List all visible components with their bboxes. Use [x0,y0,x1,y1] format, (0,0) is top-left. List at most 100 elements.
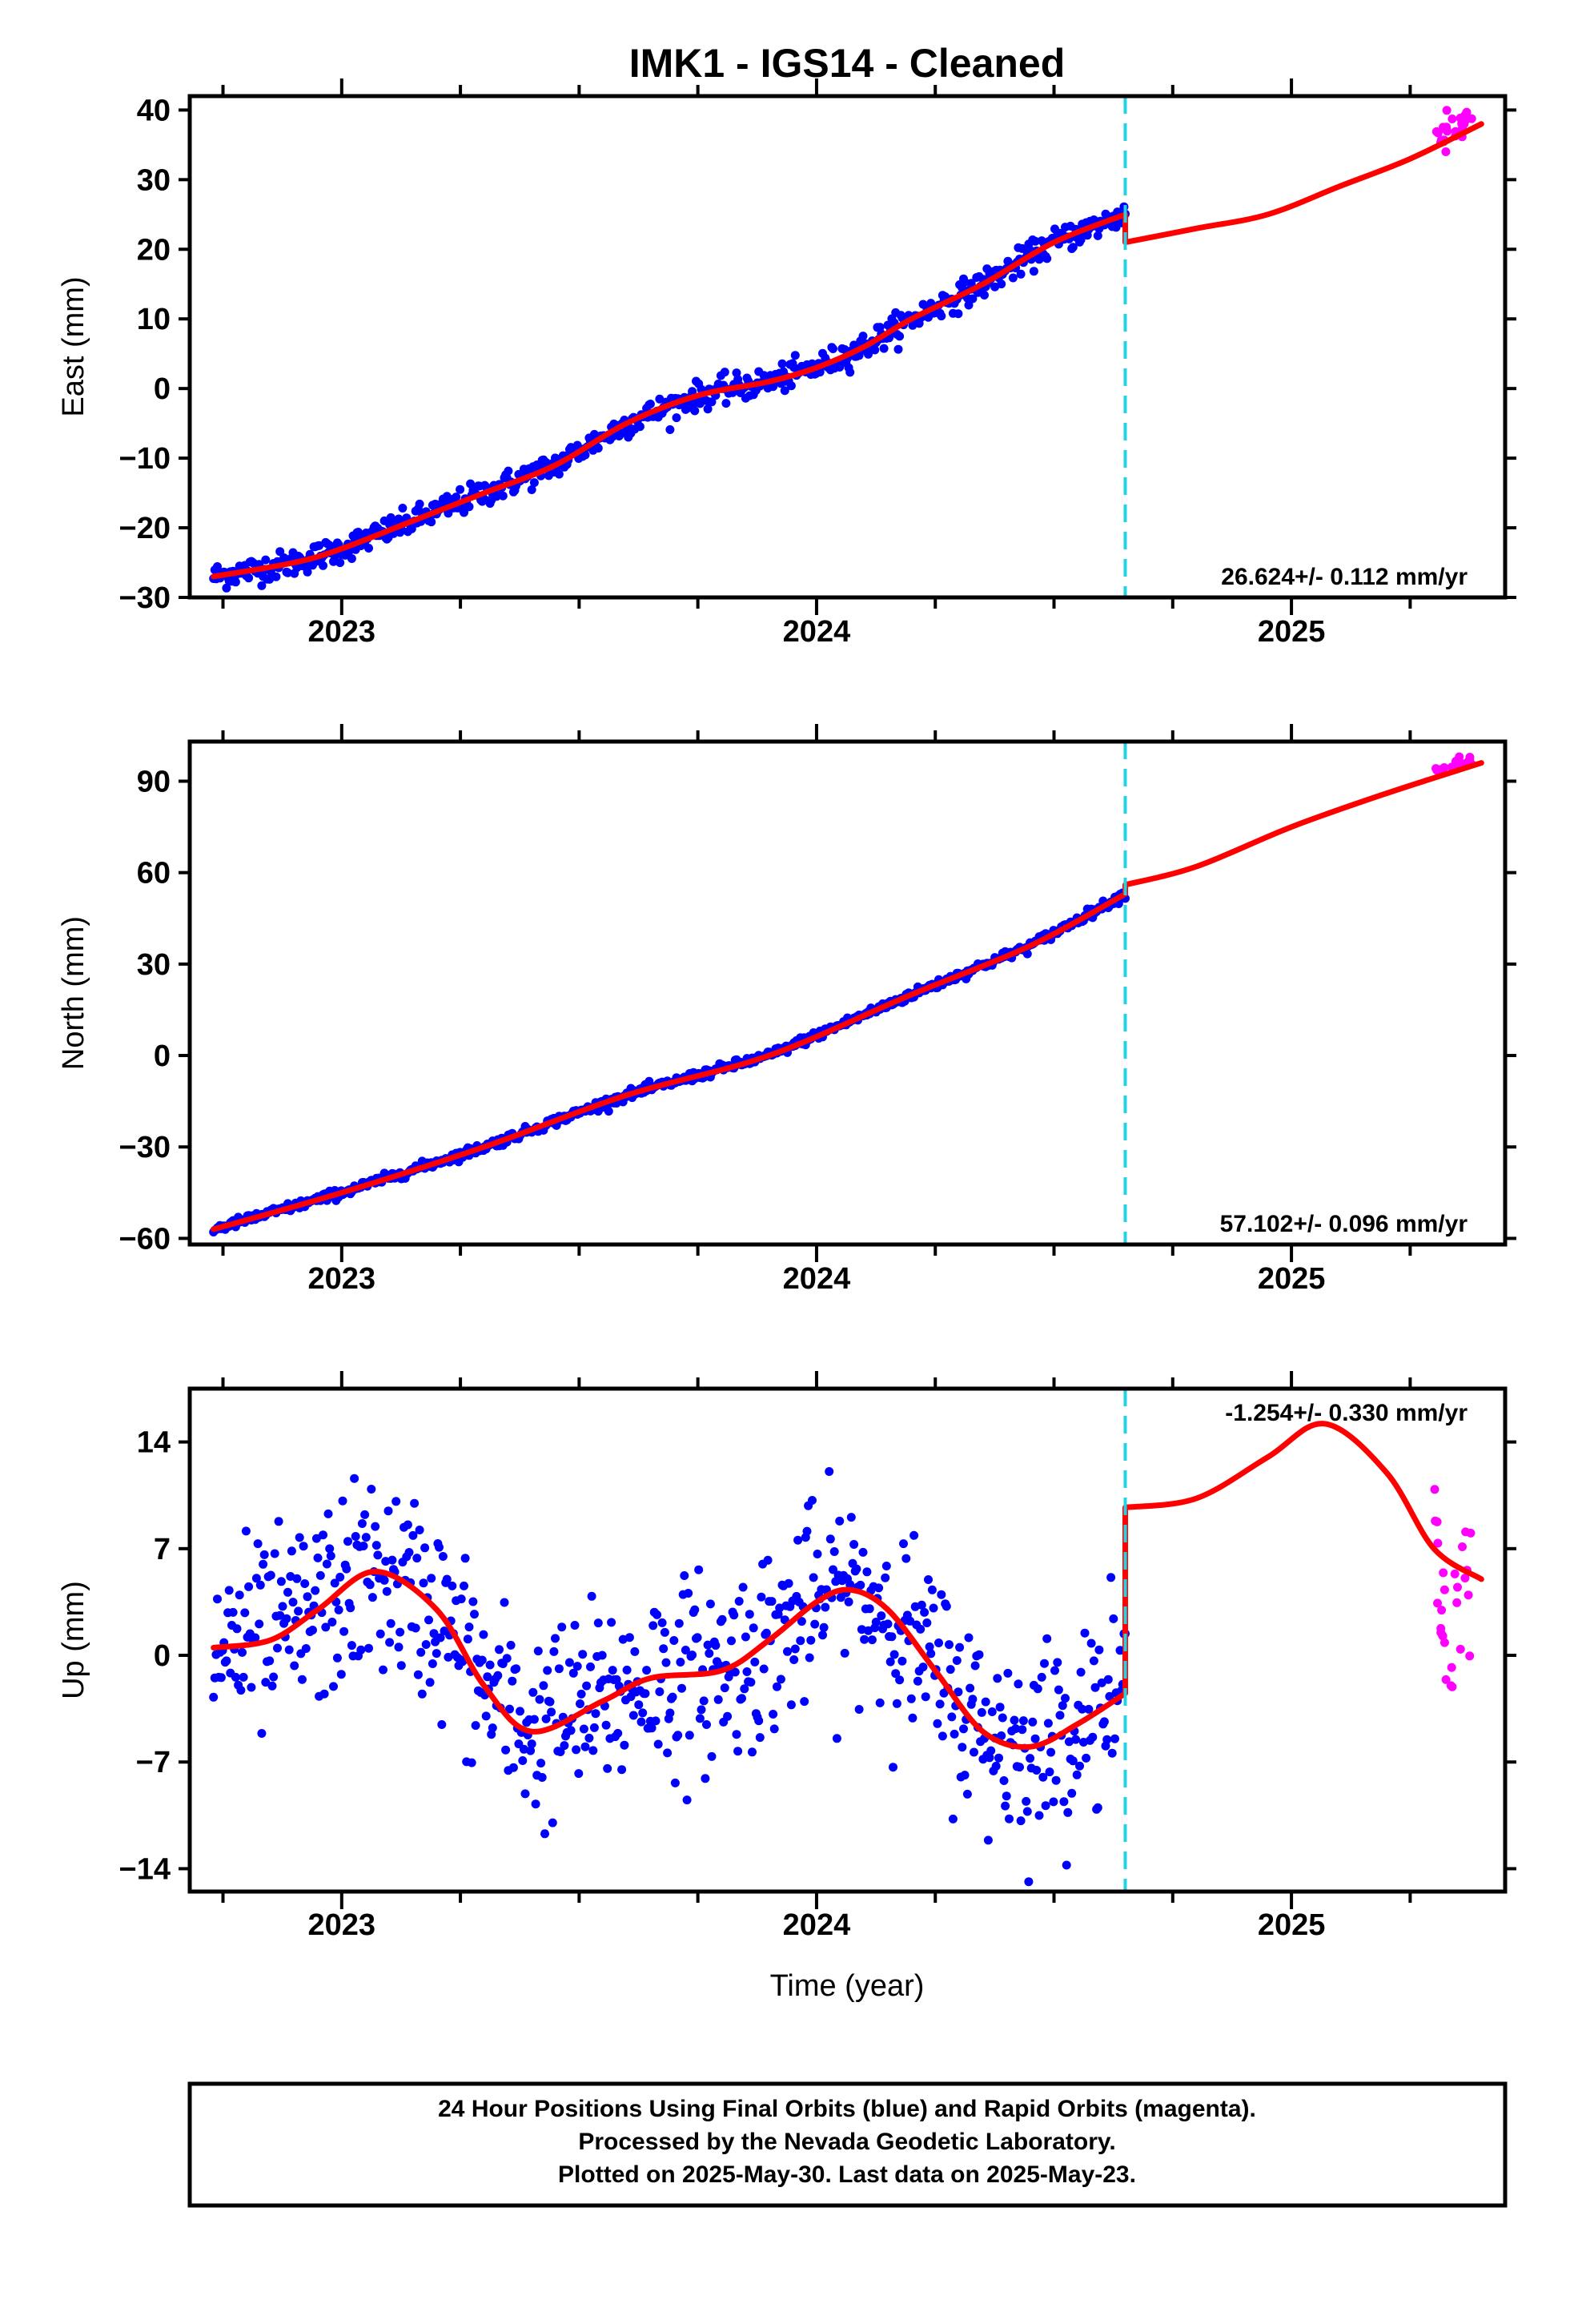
final-orbit-point [955,1642,965,1652]
rapid-orbit-point [1461,1527,1471,1537]
final-orbit-point [607,1618,616,1627]
final-orbit-point [566,1726,576,1735]
final-orbit-point [729,1610,739,1620]
final-orbit-point [1068,243,1078,252]
final-orbit-point [537,1773,547,1782]
final-orbit-point [897,1656,907,1666]
final-orbit-point [470,1610,479,1619]
final-orbit-point [315,1570,325,1580]
final-orbit-point [845,368,855,377]
final-orbit-point [266,1570,275,1580]
final-orbit-point [994,1753,1003,1763]
panel-1: −30 −20 −10 0 10 20 30 40 2023 2024 2025 East (mm) 2… [57,78,1516,649]
final-orbit-point [763,1555,773,1565]
y-tick-label: −30 [119,581,171,615]
final-orbit-point [1022,1796,1031,1806]
final-orbit-point [471,1721,480,1731]
final-orbit-point [407,524,416,533]
final-orbit-point [588,1746,598,1755]
final-orbit-point [282,1614,291,1623]
final-orbit-point [357,1519,367,1528]
final-orbit-point [867,1635,877,1645]
final-orbit-point [653,1739,663,1749]
final-orbit-point [875,1698,885,1707]
final-orbit-point [315,541,324,550]
final-orbit-point [1107,1748,1117,1758]
final-orbit-point [780,386,789,396]
final-orbit-point [893,344,903,354]
final-orbit-point [917,1600,926,1610]
final-orbit-point [895,1675,905,1685]
final-orbit-point [1078,1704,1087,1714]
final-orbit-point [527,485,536,494]
velocity-label: -1.254+/- 0.330 mm/yr [1225,1400,1468,1426]
final-orbit-point [871,1618,881,1626]
panel-frame [187,94,1508,600]
final-orbit-point [339,1626,349,1636]
final-orbit-point [1068,1756,1078,1766]
final-orbit-point [935,1699,945,1709]
final-orbit-point [463,1634,472,1644]
final-orbit-point [413,1670,423,1679]
final-orbit-point [367,1593,377,1602]
final-orbit-point [261,1678,271,1687]
final-orbit-point [624,1633,634,1642]
final-orbit-point [946,1665,955,1675]
final-orbit-point [502,1654,512,1663]
final-orbit-point [1110,1734,1119,1743]
final-orbit-point [860,1634,869,1644]
final-orbit-point [786,1700,796,1710]
final-orbit-point [998,1713,1007,1723]
final-orbit-point [415,1526,424,1534]
y-tick-label: −30 [119,1131,171,1164]
final-orbit-point [299,1542,308,1551]
final-orbit-point [977,1707,986,1717]
final-orbit-point [703,404,713,414]
final-orbit-point [273,1643,282,1653]
final-orbit-point [1097,1678,1106,1687]
rapid-orbit-point [1432,765,1442,774]
final-orbit-point [948,1814,958,1823]
final-orbit-point [351,1532,360,1541]
final-orbit-point [329,1682,338,1691]
y-tick-label: −60 [119,1222,171,1256]
final-orbit-point [840,1648,849,1658]
final-orbit-point [693,1633,702,1642]
final-orbit-point [954,1687,963,1697]
velocity-label: 26.624+/- 0.112 mm/yr [1221,564,1468,590]
final-orbit-point [1106,1573,1116,1582]
final-orbit-point [576,1699,584,1708]
final-orbit-point [1041,1801,1050,1811]
final-orbit-point [669,1636,679,1645]
final-orbit-point [640,1689,650,1699]
final-orbit-point [508,1676,517,1686]
final-orbit-point [642,1666,652,1675]
final-orbit-point [995,1703,1005,1712]
final-orbit-point [809,1573,818,1582]
rapid-orbit-point [1433,1598,1442,1608]
final-orbit-point [235,1590,244,1600]
x-tick-label: 2024 [783,1908,851,1942]
final-orbit-point [688,1651,697,1660]
final-orbit-point [269,1672,279,1682]
final-orbit-point [278,1602,287,1611]
final-orbit-point [711,1641,721,1651]
final-orbit-point [1022,949,1032,959]
final-orbit-point [460,1554,470,1563]
final-orbit-point [784,1578,793,1588]
x-tick-label: 2025 [1258,1262,1326,1296]
final-orbit-point [865,1604,874,1614]
final-orbit-point [460,1581,468,1590]
final-orbit-point [364,1643,373,1653]
final-orbit-point [572,1662,582,1671]
final-orbit-point [582,1681,592,1691]
final-orbit-point [690,1605,700,1614]
final-orbit-point [821,1602,830,1612]
final-orbit-point [906,1694,916,1703]
final-orbit-point [267,1681,277,1691]
final-orbit-point [862,1567,872,1577]
final-orbit-point [889,1650,899,1659]
final-orbit-point [360,1510,370,1519]
final-orbit-point [1084,1704,1094,1714]
final-orbit-point [589,1723,599,1732]
